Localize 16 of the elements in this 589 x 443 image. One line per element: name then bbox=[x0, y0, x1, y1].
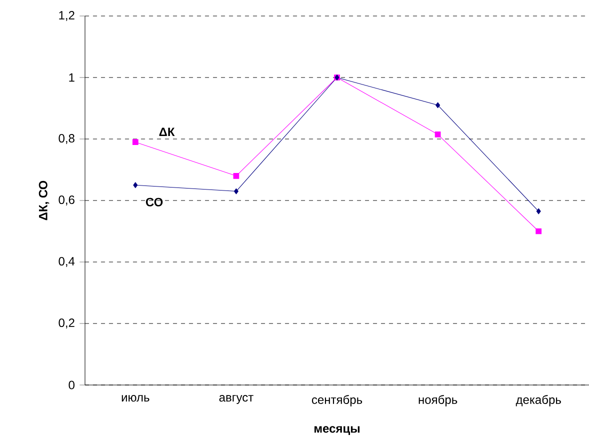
y-tick-label: 0,2 bbox=[58, 318, 74, 328]
x-tick-label: декабрь bbox=[516, 395, 561, 406]
y-tick-label: 1,2 bbox=[59, 11, 74, 21]
x-tick-label: ноябрь bbox=[418, 395, 458, 406]
x-axis-title: месяцы bbox=[314, 426, 360, 435]
x-tick-label: сентябрь bbox=[312, 395, 362, 406]
y-axis-title: ΔК, СО bbox=[38, 180, 50, 220]
y-tick-label: 0,4 bbox=[58, 257, 75, 267]
y-tick-label: 0,6 bbox=[58, 196, 74, 206]
series-label: СО bbox=[146, 198, 163, 206]
y-tick-label: 0 bbox=[68, 380, 74, 390]
x-tick-label: август bbox=[219, 395, 254, 404]
x-tick-label: июль bbox=[122, 395, 150, 402]
series-label: ΔК bbox=[159, 128, 175, 136]
y-tick-label: 1 bbox=[69, 73, 74, 82]
y-tick-label: 0,8 bbox=[58, 134, 74, 144]
